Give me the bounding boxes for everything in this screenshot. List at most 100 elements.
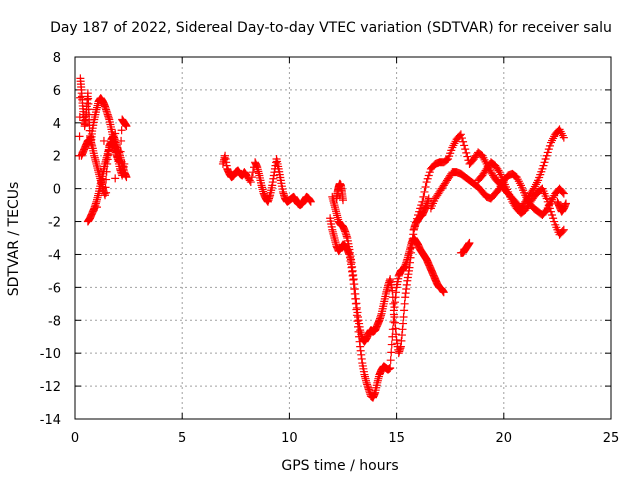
data-point (422, 178, 431, 187)
data-point (555, 125, 564, 134)
data-point (531, 180, 540, 189)
data-point (558, 227, 567, 236)
data-point (515, 179, 524, 188)
data-point (102, 175, 111, 184)
data-point (75, 132, 84, 141)
data-point (548, 210, 557, 219)
y-tick-label: 4 (53, 117, 61, 132)
data-point (550, 217, 559, 226)
data-point (561, 199, 570, 208)
y-tick-label: 2 (53, 150, 61, 165)
y-tick-label: -6 (48, 281, 61, 296)
data-point (559, 225, 568, 234)
data-point (549, 193, 558, 202)
data-point (449, 141, 458, 150)
data-point (387, 340, 396, 349)
chart-title: Day 187 of 2022, Sidereal Day-to-day VTE… (50, 20, 612, 36)
data-point (414, 210, 423, 219)
data-point (421, 182, 430, 191)
data-point (417, 201, 426, 210)
data-point (409, 225, 418, 234)
grid (75, 57, 611, 419)
data-point (418, 197, 427, 206)
data-point (549, 134, 558, 143)
data-point (339, 196, 347, 205)
data-point (548, 195, 557, 204)
data-point (533, 178, 542, 187)
data-point (548, 136, 557, 145)
data-point (558, 188, 567, 197)
data-point (558, 131, 567, 140)
data-point (425, 168, 434, 177)
data-point (410, 222, 419, 231)
data-point (459, 137, 468, 146)
data-point (545, 204, 554, 213)
y-tick-label: -4 (48, 248, 61, 263)
x-tick-label: 5 (178, 431, 186, 446)
data-point (542, 194, 551, 203)
data-point (539, 161, 548, 170)
data-point (247, 173, 256, 182)
y-tick-label: 8 (53, 51, 61, 66)
data-point (512, 173, 521, 182)
data-point (494, 166, 503, 175)
data-point (559, 133, 568, 142)
data-point (111, 174, 120, 183)
x-tick-label: 0 (71, 431, 79, 446)
x-tick-label: 10 (281, 431, 298, 446)
y-tick-label: -2 (48, 216, 61, 231)
y-tick-label: -14 (40, 413, 61, 428)
data-point (478, 151, 487, 160)
data-point (424, 171, 433, 180)
data-point (556, 127, 565, 136)
data-point (387, 348, 396, 357)
data-point (450, 139, 459, 148)
plot-frame (74, 56, 612, 420)
data-point (522, 193, 531, 202)
data-point (439, 288, 448, 297)
data-point (246, 178, 255, 187)
data-point (514, 177, 523, 186)
data-point (495, 184, 504, 193)
data-point (463, 152, 472, 161)
data-point (122, 173, 131, 182)
data-point (541, 155, 550, 164)
data-point (420, 187, 429, 196)
data-point (545, 141, 554, 150)
data-point (122, 122, 131, 131)
data-point (412, 214, 421, 223)
data-point (513, 175, 522, 184)
data-point (544, 145, 553, 154)
data-point (480, 155, 489, 164)
data-point (248, 168, 257, 177)
data-point (306, 197, 315, 206)
data-point (117, 126, 126, 135)
data-point (386, 363, 395, 372)
data-point (99, 136, 108, 145)
data-point (521, 191, 530, 200)
data-point (549, 214, 558, 223)
data-point (386, 356, 395, 365)
data-point (546, 138, 555, 147)
y-tick-label: -12 (40, 380, 61, 395)
data-point (529, 184, 538, 193)
data-point (530, 182, 539, 191)
x-tick-label: 20 (496, 431, 513, 446)
x-tick-label: 25 (603, 431, 620, 446)
data-point (462, 148, 471, 157)
data-point (423, 174, 432, 183)
data-point (543, 148, 552, 157)
axis-ticks: 0 5 10 15 20 25 -14 -12 -10 -8 -6 -4 -2 0 2 4 6 8 (40, 51, 620, 446)
data-point (411, 218, 420, 227)
y-tick-label: 0 (53, 183, 61, 198)
y-tick-label: -8 (48, 314, 61, 329)
x-tick-label: 15 (388, 431, 405, 446)
data-point (544, 201, 553, 210)
data-point (559, 189, 568, 198)
data-point (542, 151, 551, 160)
y-axis-label: SDTVAR / TECUs (6, 182, 22, 297)
data-point (538, 164, 547, 173)
x-axis-label: GPS time / hours (281, 458, 398, 474)
data-point (457, 134, 466, 143)
